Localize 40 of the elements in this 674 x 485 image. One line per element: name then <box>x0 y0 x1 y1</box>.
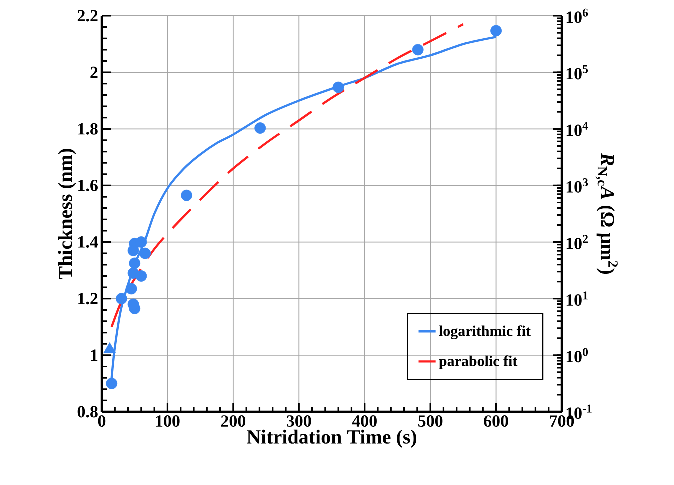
point <box>136 236 148 248</box>
y-tick-label: 1 <box>91 350 98 362</box>
point <box>116 293 128 305</box>
point <box>126 283 138 295</box>
x-tick-label: 100 <box>156 416 180 428</box>
legend-label: logarithmic fit <box>439 326 531 340</box>
point <box>106 378 118 390</box>
y-tick-label: 2 <box>90 66 98 78</box>
point <box>128 245 140 256</box>
x-tick-label: 200 <box>221 416 246 428</box>
x-tick-label: 600 <box>484 416 508 428</box>
y2-tick-label: 10$^{1}$ <box>566 292 588 306</box>
y2-axis-title: R$_{N,c}$A (Ω μm$^{2}$) <box>596 153 618 274</box>
y2-tick-label: 10$^{3}$ <box>566 178 588 193</box>
point <box>136 270 148 282</box>
y-tick-label: 1.6 <box>78 180 98 192</box>
legend-label: parabolic fit <box>439 356 518 370</box>
point <box>254 122 266 134</box>
x-axis-title: Nitridation Time (s) <box>247 430 416 448</box>
y2-tick-label: 10$^{5}$ <box>566 65 588 80</box>
y-tick-label: 2.2 <box>78 10 98 22</box>
point <box>490 25 502 37</box>
point <box>140 248 152 260</box>
point <box>129 258 141 270</box>
y-tick-label: 1.4 <box>78 236 98 248</box>
y-tick-label: 1.8 <box>78 123 98 135</box>
y2-tick-label: 10$^{6}$ <box>566 8 588 24</box>
y-axis-title: Thickness (nm) <box>58 149 76 280</box>
point <box>181 190 192 202</box>
point <box>332 82 344 94</box>
x-tick-label: 500 <box>418 416 443 428</box>
x-tick-label: 0 <box>98 416 106 428</box>
y2-tick-label: 10$^{4}$ <box>566 122 588 136</box>
x-tick-label: 300 <box>287 416 312 428</box>
y-tick-label: 0.8 <box>78 406 98 418</box>
point <box>412 44 424 56</box>
y2-tick-label: 10$^{2}$ <box>566 235 588 250</box>
y2-tick-label: 10$^{0}$ <box>566 348 588 363</box>
x-tick-label: 400 <box>352 416 377 428</box>
y-tick-label: 1.2 <box>78 293 98 305</box>
